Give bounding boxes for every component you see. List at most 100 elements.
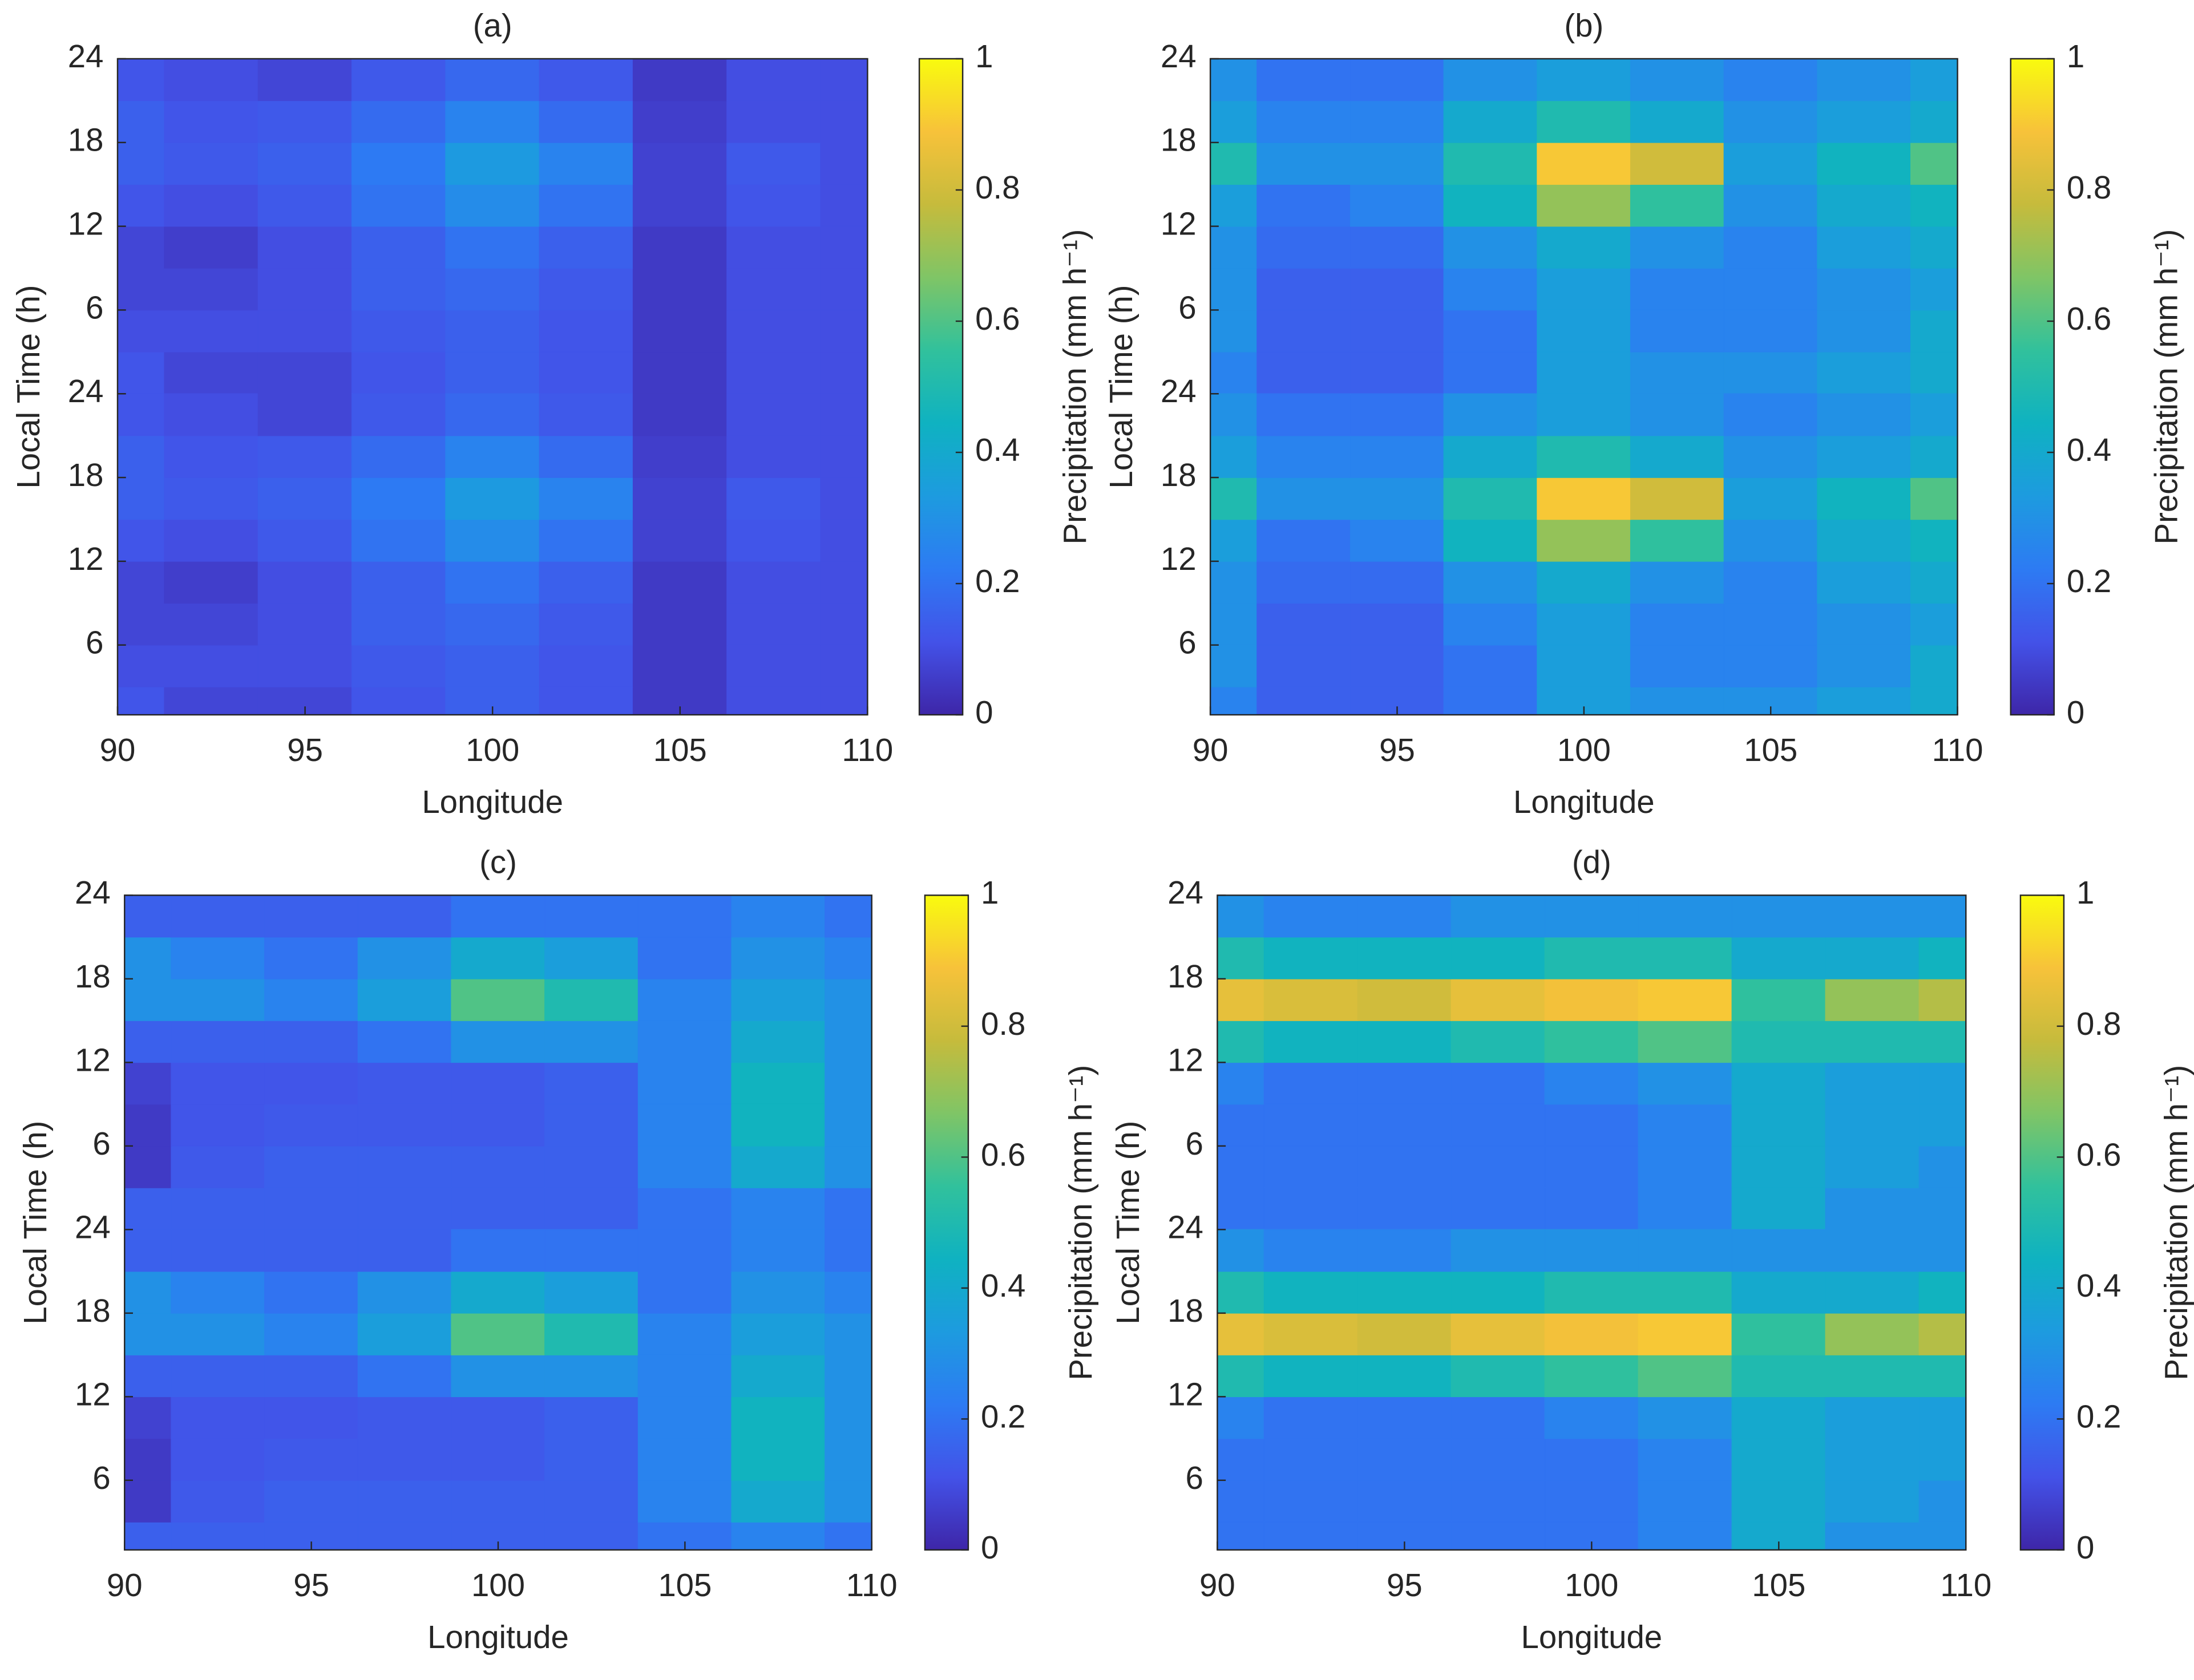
y-tick-label: 12: [1167, 1042, 1203, 1078]
contour-cell: [117, 142, 165, 185]
contour-cell: [1210, 602, 1258, 646]
contour-cell: [1263, 1020, 1359, 1063]
contour-cell: [731, 978, 826, 1021]
contour-cell: [1731, 1480, 1827, 1523]
colorbar-label: Precipitation (mm h⁻¹): [2158, 1065, 2194, 1381]
contour-cell: [1357, 1313, 1452, 1355]
contour-cell: [124, 1062, 172, 1105]
contour-cell: [632, 309, 728, 353]
contour-cell: [1256, 477, 1351, 520]
contour-cell: [726, 435, 821, 478]
contour-cell: [445, 225, 540, 269]
contour-cell: [1630, 435, 1725, 478]
contour-cell: [1825, 1145, 1920, 1188]
contour-cell: [544, 1145, 639, 1188]
contour-cell: [731, 1062, 826, 1105]
contour-cell: [171, 1020, 265, 1063]
contour-cell: [1217, 1396, 1265, 1439]
x-tick-label: 100: [1557, 732, 1611, 768]
colorbar-label: Precipitation (mm h⁻¹): [2148, 229, 2184, 545]
contour-cell: [632, 435, 728, 478]
contour-cell: [164, 435, 259, 478]
contour-cell: [124, 1354, 172, 1398]
contour-cell: [1731, 1145, 1827, 1188]
contour-cell: [164, 184, 259, 227]
contour-cell: [726, 268, 821, 311]
contour-cell: [820, 142, 868, 185]
contour-cell: [1731, 1270, 1827, 1314]
contour-cell: [1256, 225, 1351, 269]
contour-cell: [351, 435, 446, 478]
contour-cell: [1349, 268, 1445, 311]
contour-cell: [1910, 435, 1958, 478]
contour-cell: [1450, 1062, 1546, 1105]
contour-cell: [1349, 602, 1445, 646]
contour-cell: [1443, 58, 1538, 102]
contour-cell: [451, 1396, 546, 1439]
contour-cell: [632, 602, 728, 646]
x-axis-label: Longitude: [427, 1619, 569, 1655]
contour-cell: [820, 58, 868, 102]
contour-cell: [1537, 184, 1631, 227]
x-tick-label: 110: [846, 1567, 898, 1603]
contour-cell: [117, 58, 165, 102]
contour-cell: [1817, 268, 1912, 311]
contour-cell: [1544, 1396, 1639, 1439]
y-tick-label: 6: [86, 289, 103, 325]
contour-cell: [171, 1145, 265, 1188]
contour-cell: [1544, 1020, 1639, 1063]
y-tick-label: 18: [75, 1293, 111, 1329]
x-tick-label: 105: [658, 1567, 712, 1603]
contour-cell: [1450, 1229, 1546, 1272]
contour-cell: [1210, 519, 1258, 562]
contour-cell: [731, 894, 826, 938]
contour-cell: [1263, 1438, 1359, 1481]
contour-cell: [1450, 1354, 1546, 1398]
contour-cell: [637, 1229, 732, 1272]
contour-cell: [539, 602, 634, 646]
contour-cell: [539, 100, 634, 143]
contour-cell: [445, 602, 540, 646]
contour-cell: [351, 477, 446, 520]
contour-cell: [1918, 1229, 1967, 1272]
contour-cell: [451, 1187, 546, 1230]
contour-cell: [1217, 1438, 1265, 1481]
contour-cell: [451, 1354, 546, 1398]
contour-cell: [825, 1313, 872, 1355]
contour-cell: [1443, 351, 1538, 394]
contour-cell: [124, 1438, 172, 1481]
contour-cell: [171, 894, 265, 938]
contour-cell: [544, 936, 639, 979]
contour-cell: [1263, 1145, 1359, 1188]
contour-cell: [1638, 1354, 1733, 1398]
contour-cell: [445, 268, 540, 311]
colorbar-tick-label: 0.6: [975, 301, 1020, 337]
contour-cell: [351, 351, 446, 394]
contour-cell: [257, 602, 353, 646]
contour-cell: [1918, 1480, 1967, 1523]
x-tick-label: 110: [1932, 732, 1983, 768]
contour-cell: [264, 1103, 359, 1147]
contour-cell: [171, 1270, 265, 1314]
contour-cell: [1825, 1270, 1920, 1314]
colorbar-tick-label: 0: [975, 694, 993, 730]
contour-cell: [1910, 393, 1958, 436]
y-tick-label: 24: [1167, 1209, 1203, 1245]
contour-cell: [731, 1020, 826, 1063]
contour-cell: [1630, 393, 1725, 436]
contour-cell: [264, 1354, 359, 1398]
y-tick-label: 6: [86, 625, 103, 661]
contour-cell: [1910, 142, 1958, 185]
contour-cell: [445, 58, 540, 102]
contour-cell: [544, 1396, 639, 1439]
contour-cell: [257, 309, 353, 353]
y-tick-label: 12: [75, 1042, 111, 1078]
contour-cell: [1630, 644, 1725, 687]
contour-cell: [1630, 351, 1725, 394]
contour-cell: [1630, 142, 1725, 185]
contour-cell: [544, 1062, 639, 1105]
contour-cell: [264, 1145, 359, 1188]
contour-cell: [1825, 894, 1920, 938]
contour-cell: [1638, 978, 1733, 1021]
contour-cell: [1731, 1020, 1827, 1063]
